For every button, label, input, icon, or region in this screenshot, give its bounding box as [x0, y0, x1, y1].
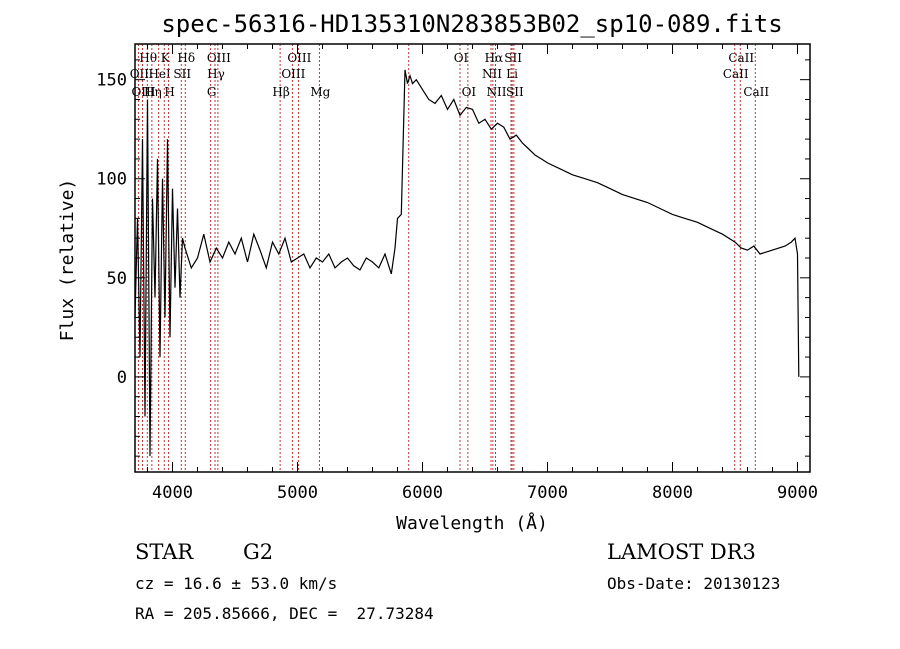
x-tick-label: 6000 — [402, 483, 443, 503]
spectral-line-label: CaII — [723, 67, 749, 81]
y-tick-label: 100 — [96, 170, 127, 190]
spectral-line-label: Mg — [310, 85, 330, 99]
spectral-line-label: OIII — [207, 51, 231, 65]
spectral-line-label: Li — [506, 67, 518, 81]
spectral-line-label: Hγ — [207, 67, 225, 81]
spectral-line-label: Hδ — [177, 51, 195, 65]
spectral-line-label: CaII — [743, 85, 769, 99]
plot-frame — [134, 43, 811, 473]
spectrum-line — [134, 69, 800, 457]
object-subclass: G2 — [243, 540, 274, 564]
obs-date: Obs-Date: 20130123 — [607, 574, 781, 593]
survey-label: LAMOST DR3 — [607, 540, 756, 564]
spectral-line-label: H — [164, 85, 174, 99]
spectral-line-label: G — [207, 85, 217, 99]
y-tick-label: 50 — [107, 269, 127, 289]
x-tick-label: 4000 — [152, 483, 193, 503]
spectral-line-label: NII — [487, 85, 507, 99]
x-axis-label: Wavelength (Å) — [396, 512, 548, 534]
y-axis-label: Flux (relative) — [57, 179, 78, 342]
spectral-line-label: OIII — [281, 67, 305, 81]
spectral-line-label: OI — [462, 85, 477, 99]
y-tick-label: 0 — [117, 368, 127, 388]
x-tick-label: 8000 — [652, 483, 693, 503]
spectral-line-label: K — [161, 51, 171, 65]
spectral-line-label: Hβ — [272, 85, 289, 99]
spectral-line-label: SII — [173, 67, 191, 81]
spectral-line-label: OI — [454, 51, 469, 65]
x-tick-label: 9000 — [777, 483, 818, 503]
spectral-line-label: OIII — [287, 51, 311, 65]
spectral-line-label: OIII — [131, 85, 155, 99]
axis-ticks: 4000 5000 6000 7000 8000 9000 0 50 100 150 — [96, 44, 818, 503]
spectral-line-label: SII — [504, 51, 522, 65]
spectral-line-label: HeI — [148, 67, 171, 81]
y-tick-label: 150 — [96, 71, 127, 91]
coordinates: RA = 205.85666, DEC = 27.73284 — [135, 604, 434, 623]
spectral-line-label: SII — [506, 85, 524, 99]
redshift-value: cz = 16.6 ± 53.0 km/s — [135, 574, 338, 593]
spectral-line-label: Hα — [485, 51, 504, 65]
x-tick-label: 5000 — [277, 483, 318, 503]
chart-title: spec-56316-HD135310N283853B02_sp10-089.f… — [161, 10, 782, 38]
x-tick-label: 7000 — [527, 483, 568, 503]
spectral-line-label: CaII — [728, 51, 754, 65]
spectral-line-label: OII — [130, 67, 150, 81]
spectral-line-label: Hη — [144, 85, 162, 99]
spectral-line-label: NII — [482, 67, 502, 81]
object-class: STAR — [135, 540, 194, 564]
spectral-line-label: Hθ — [139, 51, 157, 65]
